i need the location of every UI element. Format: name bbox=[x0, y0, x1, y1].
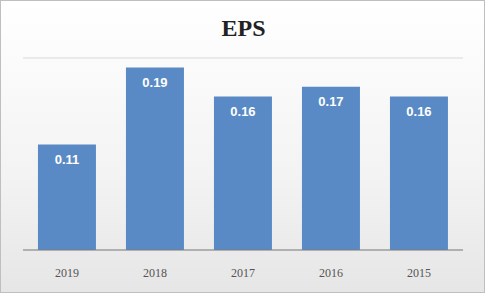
svg-text:2017: 2017 bbox=[231, 266, 255, 280]
svg-text:2015: 2015 bbox=[407, 266, 431, 280]
svg-text:0.17: 0.17 bbox=[318, 94, 343, 109]
svg-text:2019: 2019 bbox=[55, 266, 79, 280]
svg-text:0.16: 0.16 bbox=[230, 104, 255, 119]
html-text:EPS: EPS bbox=[221, 15, 266, 41]
svg-text:0.16: 0.16 bbox=[406, 104, 431, 119]
svg-text:2016: 2016 bbox=[319, 266, 343, 280]
svg-text:2018: 2018 bbox=[143, 266, 167, 280]
svg-text:0.19: 0.19 bbox=[142, 75, 167, 90]
svg-text:0.11: 0.11 bbox=[55, 152, 80, 167]
